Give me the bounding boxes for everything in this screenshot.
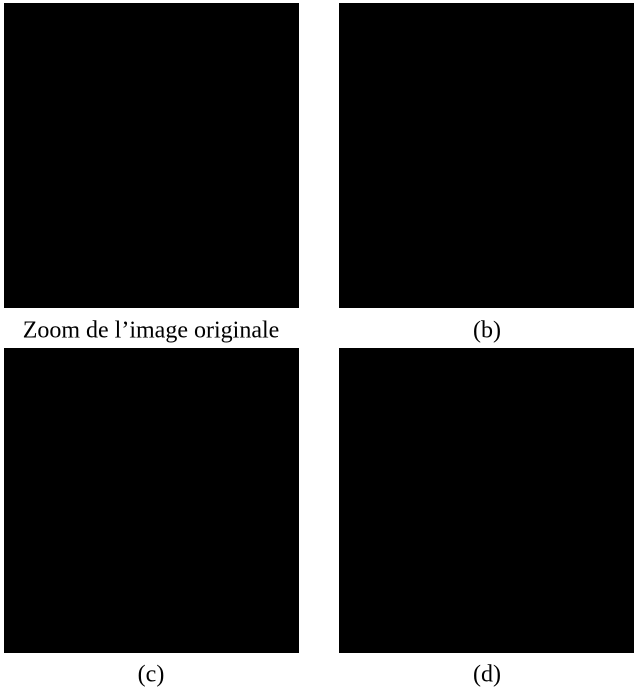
- image-panel: [4, 348, 299, 653]
- caption: (d): [473, 662, 501, 688]
- caption: (c): [138, 662, 165, 688]
- caption: Zoom de l’image originale: [23, 318, 280, 344]
- image-panel: [339, 348, 634, 653]
- caption: (b): [473, 318, 501, 344]
- figure: Zoom de l’image originale (b) (c) (d): [0, 0, 635, 691]
- image-panel: [4, 3, 299, 308]
- page: Zoom de l’image originale (b) (c) (d) ((…: [0, 0, 635, 691]
- image-panel: [339, 3, 634, 308]
